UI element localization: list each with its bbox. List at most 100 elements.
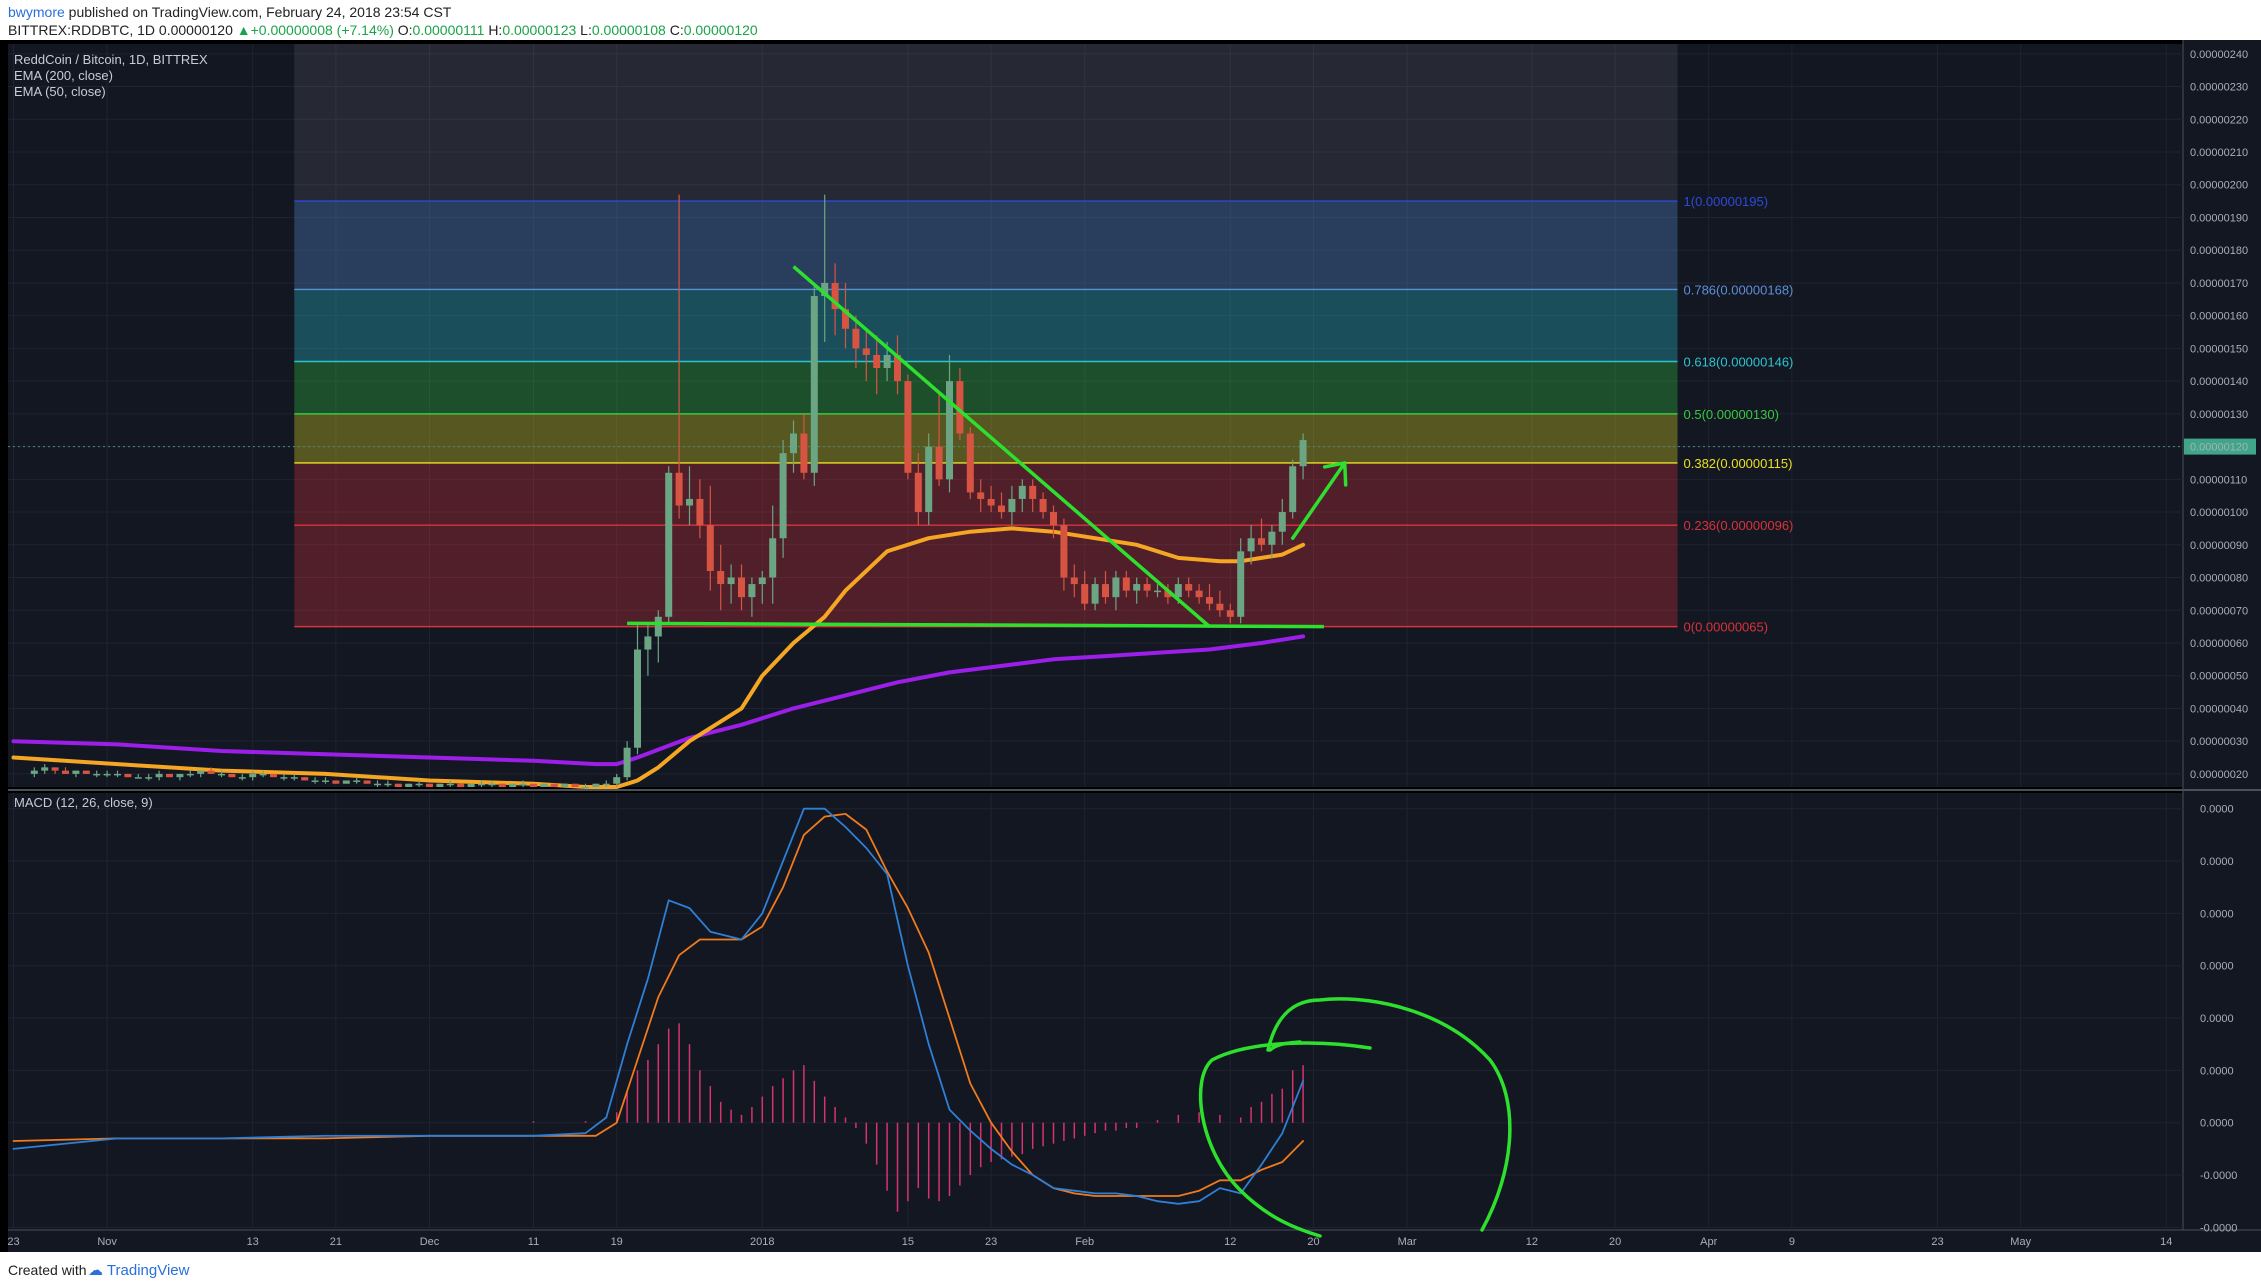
candle-body	[1185, 584, 1193, 591]
candle-body	[1070, 577, 1078, 585]
time-tick-label: Feb	[1075, 1236, 1094, 1248]
candle-body	[904, 381, 912, 473]
fib-zone	[294, 413, 1678, 463]
candle-body	[176, 773, 184, 778]
trendline	[627, 621, 1324, 629]
candle-body	[228, 773, 236, 778]
price-tick-label: 0.00000060	[2190, 638, 2248, 650]
time-tick-label: Mar	[1398, 1236, 1417, 1248]
arrow-head-icon	[1322, 461, 1348, 487]
candle-body	[914, 472, 922, 513]
indicator-legend: EMA (200, close)	[14, 68, 113, 83]
close-value-2: 0.00000120	[683, 22, 758, 38]
candle-body	[654, 616, 662, 637]
price-tick-label: 0.00000030	[2190, 736, 2248, 748]
macd-signal-line	[12, 813, 1304, 1197]
fib-zone	[294, 462, 1678, 526]
candle-body	[873, 354, 881, 369]
candle-body	[72, 770, 80, 774]
fib-zone	[294, 525, 1678, 627]
fib-level-label: 0.786(0.00000168)	[1684, 282, 1794, 297]
candle-body	[62, 770, 69, 774]
candle-body	[238, 777, 246, 779]
candle-body	[894, 354, 901, 382]
ohlc-info: BITTREX:RDDBTC, 1D 0.00000120 ▲+0.000000…	[8, 22, 758, 38]
candle-body	[1299, 440, 1307, 467]
candle-body	[30, 770, 38, 774]
fib-zone	[294, 361, 1678, 414]
candle-body	[956, 381, 964, 434]
candle-body	[166, 773, 173, 778]
macd-tick-label: 0.0000	[2200, 804, 2234, 816]
macd-tick-label: -0.0000	[2200, 1222, 2237, 1234]
candle-body	[1133, 584, 1141, 591]
candle-body	[519, 783, 527, 786]
candle-body	[665, 472, 673, 617]
candle-body	[623, 747, 631, 778]
candle-body	[509, 783, 517, 787]
candle-body	[634, 649, 641, 748]
candle-body	[561, 783, 569, 787]
ema-50-line	[11, 526, 1306, 789]
annotation-stroke	[1268, 1040, 1302, 1052]
time-tick-label: 23	[7, 1236, 19, 1248]
price-tick-label: 0.00000100	[2190, 507, 2248, 519]
candle-body	[1289, 466, 1297, 513]
fib-zone	[294, 201, 1678, 290]
candle-body	[467, 783, 475, 787]
author-link[interactable]: bwymore	[8, 4, 65, 20]
high-label: H:	[488, 22, 503, 38]
time-tick-label: 12	[1224, 1236, 1236, 1248]
price-tick-label: 0.00000140	[2190, 376, 2248, 388]
candle-body	[738, 577, 745, 598]
macd-tick-label: 0.0000	[2200, 1013, 2234, 1025]
time-tick-label: 14	[2160, 1236, 2172, 1248]
chart-header: bwymore published on TradingView.com, Fe…	[0, 0, 2261, 40]
candle-body	[530, 783, 537, 787]
macd-tick-label: 0.0000	[2200, 961, 2234, 973]
price-tick-label: 0.00000130	[2190, 409, 2248, 421]
fib-level-label: 0.382(0.00000115)	[1684, 456, 1793, 471]
candle-body	[758, 577, 766, 585]
time-tick-label: 23	[985, 1236, 997, 1248]
price-tick-label: 0.00000200	[2190, 180, 2248, 192]
candle-body	[717, 570, 725, 585]
candle-body	[322, 780, 329, 782]
fib-level-label: 0.5(0.00000130)	[1684, 407, 1779, 422]
candle-body	[1122, 577, 1130, 591]
indicator-legend: EMA (50, close)	[14, 84, 106, 99]
candle-body	[1102, 584, 1109, 598]
price-tick-label: 0.00000160	[2190, 311, 2248, 323]
candle-body	[842, 309, 849, 329]
candle-body	[134, 777, 142, 779]
candle-body	[93, 773, 101, 776]
candle-body	[41, 767, 49, 771]
candle-body	[103, 773, 111, 776]
candle-body	[998, 505, 1005, 513]
candle-body	[1278, 512, 1286, 532]
candle-body	[394, 783, 402, 787]
price-tick-label: 0.00000070	[2190, 605, 2248, 617]
candle-body	[1216, 603, 1224, 611]
candle-body	[114, 773, 121, 776]
candle-body	[800, 433, 808, 473]
price-tick-label: 0.00000040	[2190, 703, 2248, 715]
candle-body	[426, 783, 433, 787]
candle-body	[332, 780, 340, 784]
chart-canvas[interactable]: 1(0.00000195) 0.786(0.00000168) 0.618(0.00…	[0, 40, 2261, 1252]
candle-body	[457, 783, 465, 787]
created-with-text: Created with	[8, 1262, 87, 1278]
candle-body	[1164, 590, 1172, 598]
candle-body	[405, 783, 413, 787]
candle-body	[218, 773, 225, 776]
candle-body	[540, 783, 548, 787]
tradingview-logo[interactable]: ☁ TradingView	[88, 1261, 189, 1279]
time-tick-label: Dec	[420, 1236, 440, 1248]
candle-body	[779, 453, 787, 539]
candle-body	[1018, 485, 1026, 499]
candle-body	[613, 777, 621, 784]
candle-body	[1237, 551, 1245, 617]
candle-body	[478, 783, 485, 786]
price-tick-label: 0.00000240	[2190, 49, 2248, 61]
trendline	[792, 265, 1211, 628]
